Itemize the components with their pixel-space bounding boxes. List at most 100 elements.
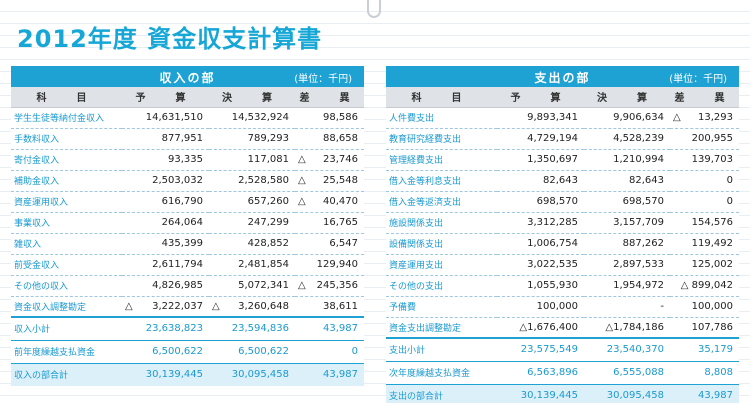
budget-cell: 3,312,285: [497, 212, 584, 234]
row-label: 支出小計: [386, 338, 497, 362]
budget-cell: 698,570: [497, 191, 584, 213]
difference-cell: 139,703: [670, 149, 739, 171]
difference-cell: △ 25,548: [295, 170, 364, 192]
row-label: 支出の部合計: [386, 384, 497, 403]
budget-cell: 435,399: [122, 233, 209, 255]
actual-cell: 789,293: [209, 128, 295, 150]
page-title: 2012年度 資金収支計算書: [17, 25, 323, 53]
col-actual: 決 算: [209, 87, 295, 108]
cell-value: 40,470: [323, 196, 358, 207]
table-row: 雑収入 435,399 428,852 6,547: [11, 233, 364, 255]
row-label: 補助金収入: [11, 170, 122, 192]
expense-table: 科 目 予 算 決 算 差 異 人件費支出 9,893,341 9,906,634 △…: [386, 87, 739, 403]
cell-value: 13,293: [698, 112, 733, 123]
difference-cell: 200,955: [670, 128, 739, 150]
row-label: 手数料収入: [11, 128, 122, 150]
income-unit: (単位：千円): [294, 74, 352, 85]
total-row: 支出の部合計 30,139,445 30,095,458 43,987: [386, 384, 739, 403]
budget-cell: 100,000: [497, 296, 584, 318]
difference-cell: 129,940: [295, 254, 364, 276]
col-subject: 科 目: [386, 87, 497, 108]
difference-cell: 98,586: [295, 107, 364, 129]
actual-cell: 6,555,088: [584, 361, 670, 385]
actual-cell: △1,784,186: [584, 317, 670, 339]
budget-cell: 9,893,341: [497, 107, 584, 129]
difference-cell: △ 40,470: [295, 191, 364, 213]
difference-cell: △ 13,293: [670, 107, 739, 129]
triangle-mark: △: [298, 175, 306, 186]
table-row: 施設関係支出 3,312,285 3,157,709 154,576: [386, 212, 739, 234]
col-difference: 差 異: [670, 87, 739, 108]
row-label: 事業収入: [11, 212, 122, 234]
difference-cell: △ 245,356: [295, 275, 364, 297]
actual-cell: 247,299: [209, 212, 295, 234]
difference-cell: 88,658: [295, 128, 364, 150]
carryover-row: 次年度繰越支払資金 6,563,896 6,555,088 8,808: [386, 361, 739, 385]
table-row: 資産運用支出 3,022,535 2,897,533 125,002: [386, 254, 739, 276]
expense-rows: 人件費支出 9,893,341 9,906,634 △ 13,293 教育研究経費支出 4,…: [386, 107, 739, 403]
actual-cell: 1,954,972: [584, 275, 670, 297]
row-label: 管理経費支出: [386, 149, 497, 171]
subtotal-row: 収入小計 23,638,823 23,594,836 43,987: [11, 317, 364, 341]
budget-cell: 93,335: [122, 149, 209, 171]
budget-cell: 6,563,896: [497, 361, 584, 385]
income-header: 収入の部 (単位：千円): [11, 66, 364, 87]
row-label: 収入小計: [11, 317, 122, 341]
table-row: 人件費支出 9,893,341 9,906,634 △ 13,293: [386, 107, 739, 129]
difference-cell: 38,611: [295, 296, 364, 318]
difference-cell: 8,808: [670, 361, 739, 385]
expense-header: 支出の部 (単位：千円): [386, 66, 739, 87]
difference-cell: △ 23,746: [295, 149, 364, 171]
table-row: 管理経費支出 1,350,697 1,210,994 139,703: [386, 149, 739, 171]
difference-cell: 43,987: [295, 363, 364, 386]
table-row: その他の収入 4,826,985 5,072,341 △ 245,356: [11, 275, 364, 297]
table-row: 補助金収入 2,503,032 2,528,580 △ 25,548: [11, 170, 364, 192]
col-actual: 決 算: [584, 87, 670, 108]
row-label: 施設関係支出: [386, 212, 497, 234]
total-row: 収入の部合計 30,139,445 30,095,458 43,987: [11, 363, 364, 386]
triangle-mark: △: [212, 300, 220, 312]
budget-cell: △ 3,222,037: [122, 296, 209, 318]
table-row: 資産運用収入 616,790 657,260 △ 40,470: [11, 191, 364, 213]
row-label: 収入の部合計: [11, 363, 122, 386]
row-label: 設備関係支出: [386, 233, 497, 255]
budget-cell: 82,643: [497, 170, 584, 192]
budget-cell: 23,575,549: [497, 338, 584, 362]
budget-cell: △1,676,400: [497, 317, 584, 339]
difference-cell: 43,987: [670, 384, 739, 403]
budget-cell: 14,631,510: [122, 107, 209, 129]
budget-cell: 30,139,445: [497, 384, 584, 403]
row-label: 資金支出調整勘定: [386, 317, 497, 339]
budget-cell: 1,006,754: [497, 233, 584, 255]
actual-cell: 30,095,458: [209, 363, 295, 386]
difference-cell: 107,786: [670, 317, 739, 339]
triangle-mark: △: [298, 154, 306, 165]
difference-cell: 35,179: [670, 338, 739, 362]
actual-cell: 82,643: [584, 170, 670, 192]
expense-panel: 支出の部 (単位：千円) 科 目 予 算 決 算 差 異 人件費支出 9,893,…: [386, 66, 739, 403]
actual-cell: 2,528,580: [209, 170, 295, 192]
triangle-mark: △: [125, 300, 133, 312]
table-row: 寄付金収入 93,335 117,081 △ 23,746: [11, 149, 364, 171]
cell-value: 245,356: [316, 280, 358, 291]
actual-cell: 2,481,854: [209, 254, 295, 276]
income-table: 科 目 予 算 決 算 差 異 学生生徒等納付金収入 14,631,510 14,5…: [11, 87, 364, 386]
row-label: 次年度繰越支払資金: [386, 361, 497, 385]
budget-cell: 6,500,622: [122, 340, 209, 364]
difference-cell: 0: [295, 340, 364, 364]
difference-cell: 100,000: [670, 296, 739, 318]
difference-cell: 125,002: [670, 254, 739, 276]
budget-cell: 1,055,930: [497, 275, 584, 297]
actual-cell: 6,500,622: [209, 340, 295, 364]
budget-cell: 264,064: [122, 212, 209, 234]
triangle-mark: △: [298, 280, 306, 291]
table-row: 学生生徒等納付金収入 14,631,510 14,532,924 98,586: [11, 107, 364, 129]
row-label: 寄付金収入: [11, 149, 122, 171]
difference-cell: △ 899,042: [670, 275, 739, 297]
col-budget: 予 算: [497, 87, 584, 108]
row-label: 資金収入調整勘定: [11, 296, 122, 318]
budget-cell: 616,790: [122, 191, 209, 213]
row-label: 前年度繰越支払資金: [11, 340, 122, 364]
table-row: その他の支出 1,055,930 1,954,972 △ 899,042: [386, 275, 739, 297]
actual-cell: 23,540,370: [584, 338, 670, 362]
